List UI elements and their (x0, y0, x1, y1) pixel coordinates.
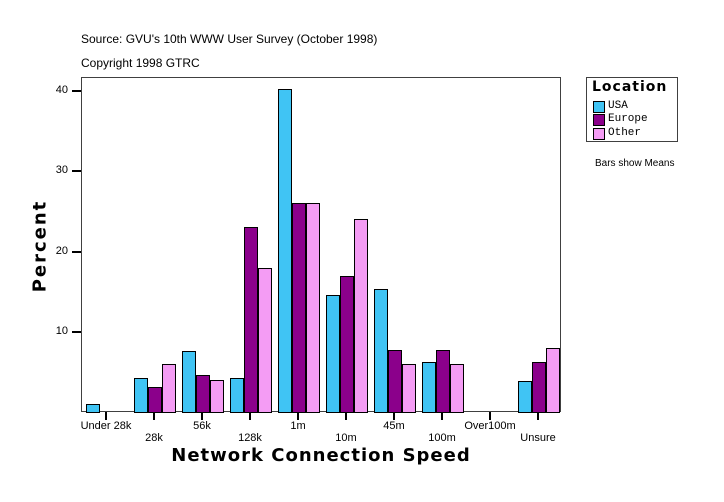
x-tick-label: Under 28k (80, 420, 132, 432)
bar-other (210, 380, 224, 413)
bar-other (162, 364, 176, 413)
bar-usa (182, 351, 196, 413)
bar-usa (326, 295, 340, 413)
bar-other (546, 348, 560, 413)
plot-area (81, 77, 561, 412)
x-tick (489, 412, 491, 420)
bar-other (258, 268, 272, 413)
bar-usa (374, 289, 388, 413)
y-tick (72, 170, 81, 173)
x-tick-label: Over100m (464, 420, 516, 432)
bar-usa (278, 89, 292, 413)
x-tick-label: 1m (290, 420, 306, 432)
bar-usa (134, 378, 148, 413)
x-tick-label: 28k (145, 432, 163, 444)
x-tick (393, 412, 395, 420)
y-tick-label: 30 (55, 164, 68, 177)
x-tick (441, 412, 443, 420)
y-tick (72, 250, 81, 253)
bar-europe (148, 387, 162, 413)
source-caption: Source: GVU's 10th WWW User Survey (Octo… (81, 32, 378, 46)
x-tick-label: 10m (335, 432, 357, 444)
x-tick (345, 412, 347, 420)
copyright-caption: Copyright 1998 GTRC (81, 56, 200, 70)
x-tick-label: 56k (193, 420, 211, 432)
y-tick-label: 40 (55, 84, 68, 96)
means-note: Bars show Means (595, 158, 675, 169)
bar-europe (196, 375, 210, 413)
x-tick (297, 412, 299, 420)
legend-swatch-other (593, 128, 605, 140)
bar-other (402, 364, 416, 413)
x-tick (249, 412, 251, 420)
bar-usa (518, 381, 532, 413)
bar-other (354, 219, 368, 413)
x-axis-title: Network Connection Speed (171, 445, 471, 466)
bar-europe (436, 350, 450, 413)
bar-europe (292, 203, 306, 413)
legend-swatch-usa (593, 101, 605, 113)
legend-label: Other (608, 127, 642, 139)
x-tick-label: 45m (383, 420, 405, 432)
y-tick (72, 90, 81, 92)
x-tick-label: 128k (238, 432, 262, 444)
x-tick (537, 412, 539, 420)
bar-europe (388, 350, 402, 413)
bar-usa (422, 362, 436, 413)
bar-other (306, 203, 320, 413)
bar-europe (340, 276, 354, 413)
y-tick-label: 10 (55, 324, 68, 337)
x-tick-label: Unsure (520, 432, 556, 444)
legend: Location USA Europe Other (586, 77, 678, 142)
bar-europe (532, 362, 546, 413)
y-tick-label: 20 (55, 244, 68, 257)
legend-title: Location (592, 79, 668, 95)
x-tick (153, 412, 155, 420)
y-tick (72, 330, 81, 333)
legend-label: Europe (608, 113, 648, 125)
bar-usa (230, 378, 244, 413)
legend-swatch-europe (593, 114, 605, 126)
bar-europe (244, 227, 258, 413)
x-tick (105, 412, 107, 420)
y-axis-title: Percent (29, 199, 51, 293)
bar-usa (86, 404, 100, 413)
bar-other (450, 364, 464, 413)
x-tick-label: 100m (428, 432, 456, 444)
x-tick (201, 412, 203, 420)
legend-label: USA (608, 100, 628, 112)
